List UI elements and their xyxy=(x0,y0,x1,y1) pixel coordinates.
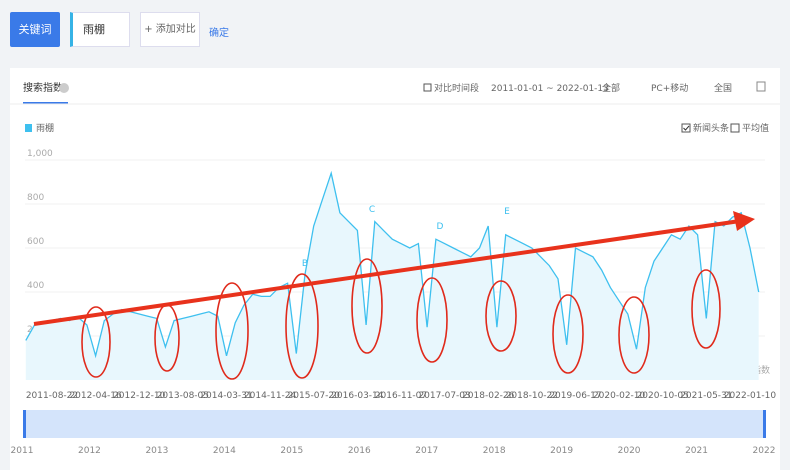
circle xyxy=(485,280,517,352)
circle xyxy=(215,282,249,380)
device-select[interactable]: PC+移动 xyxy=(651,82,688,94)
x-tick-label: 2015-07-20 xyxy=(288,391,341,401)
compare-period[interactable]: 对比时间段 xyxy=(434,82,479,94)
timeline-year: 2021 xyxy=(685,446,708,456)
circle xyxy=(351,258,383,354)
timeline-year: 2014 xyxy=(213,446,236,456)
x-tick-label: 2016-11-07 xyxy=(375,391,427,401)
tab-underline xyxy=(23,102,68,104)
x-tick-label: 2019-06-17 xyxy=(549,391,601,401)
average-toggle[interactable]: 平均值 xyxy=(742,122,769,134)
timeline-year: 2012 xyxy=(78,446,101,456)
x-tick-label: 2021-05-31 xyxy=(680,391,732,401)
timeline-year: 2013 xyxy=(145,446,168,456)
source-select[interactable]: 全部 xyxy=(602,82,620,94)
x-tick-label: 2011-08-22 xyxy=(26,391,78,401)
checkbox[interactable] xyxy=(730,123,740,133)
y-tick-label: 800 xyxy=(27,193,44,203)
keyword-button[interactable]: 关键词 xyxy=(10,12,60,47)
news-toggle[interactable]: 新闻头条 xyxy=(693,122,729,134)
circle xyxy=(691,269,721,349)
circle xyxy=(285,273,319,379)
circle xyxy=(416,277,448,363)
timeline-year: 2016 xyxy=(348,446,371,456)
timeline-handle[interactable] xyxy=(23,410,26,438)
timeline-year: 2018 xyxy=(483,446,506,456)
highlight-circles xyxy=(81,258,721,380)
confirm[interactable]: 确定 xyxy=(209,28,229,39)
annotation: C xyxy=(369,205,375,215)
annotation: B xyxy=(302,259,308,269)
timeline-range[interactable] xyxy=(25,410,765,438)
legend-swatch xyxy=(25,124,32,132)
area xyxy=(25,173,759,380)
x-tick-label: 2018-02-26 xyxy=(462,391,515,401)
y-tick-label: 400 xyxy=(27,281,44,291)
add-compare[interactable]: + 添加对比 xyxy=(140,12,200,47)
timeline-year: 2011 xyxy=(11,446,34,456)
timeline-year: 2017 xyxy=(415,446,438,456)
x-tick-label: 2022-01-10 xyxy=(724,391,777,401)
circle xyxy=(81,306,111,378)
x-tick-label: 2020-10-05 xyxy=(637,391,689,401)
x-tick-label: 2014-11-24 xyxy=(244,391,297,401)
timeline-year: 2022 xyxy=(753,446,776,456)
annotation: E xyxy=(504,207,510,217)
x-tick-label: 2012-12-10 xyxy=(113,391,166,401)
legend-label: 雨棚 xyxy=(36,122,54,134)
keyword-input[interactable]: 雨棚 xyxy=(70,12,130,47)
annotation: D xyxy=(437,222,444,232)
checkbox[interactable] xyxy=(681,123,691,133)
tab[interactable]: 搜索指数 xyxy=(23,81,63,94)
x-tick-label: 2012-04-16 xyxy=(69,391,122,401)
line xyxy=(25,170,760,359)
x-tick-label: 2013-08-05 xyxy=(157,391,209,401)
timeline-handle[interactable] xyxy=(763,410,766,438)
x-tick-label: 2014-03-31 xyxy=(200,391,252,401)
y-tick-label: 1,000 xyxy=(27,149,53,159)
export-icon[interactable] xyxy=(756,81,766,92)
region-select[interactable]: 全国 xyxy=(714,82,732,94)
date-range[interactable]: 2011-01-01 ~ 2022-01-13 xyxy=(491,84,609,94)
help-icon[interactable] xyxy=(59,83,69,93)
x-tick-label: 2020-02-10 xyxy=(593,391,646,401)
x-tick-label: 2016-03-14 xyxy=(331,391,384,401)
timeline-year: 2019 xyxy=(550,446,573,456)
timeline-year: 2020 xyxy=(618,446,641,456)
checkbox[interactable] xyxy=(423,83,432,92)
timeline-year: 2015 xyxy=(280,446,303,456)
x-tick-label: 2018-10-22 xyxy=(506,391,558,401)
x-tick-label: 2017-07-03 xyxy=(418,391,470,401)
circle xyxy=(618,296,650,374)
trend-arrow xyxy=(33,219,741,326)
y-tick-label: 600 xyxy=(27,237,44,247)
checkmark xyxy=(683,125,690,131)
circle xyxy=(552,294,584,374)
arrow-head xyxy=(733,211,755,231)
